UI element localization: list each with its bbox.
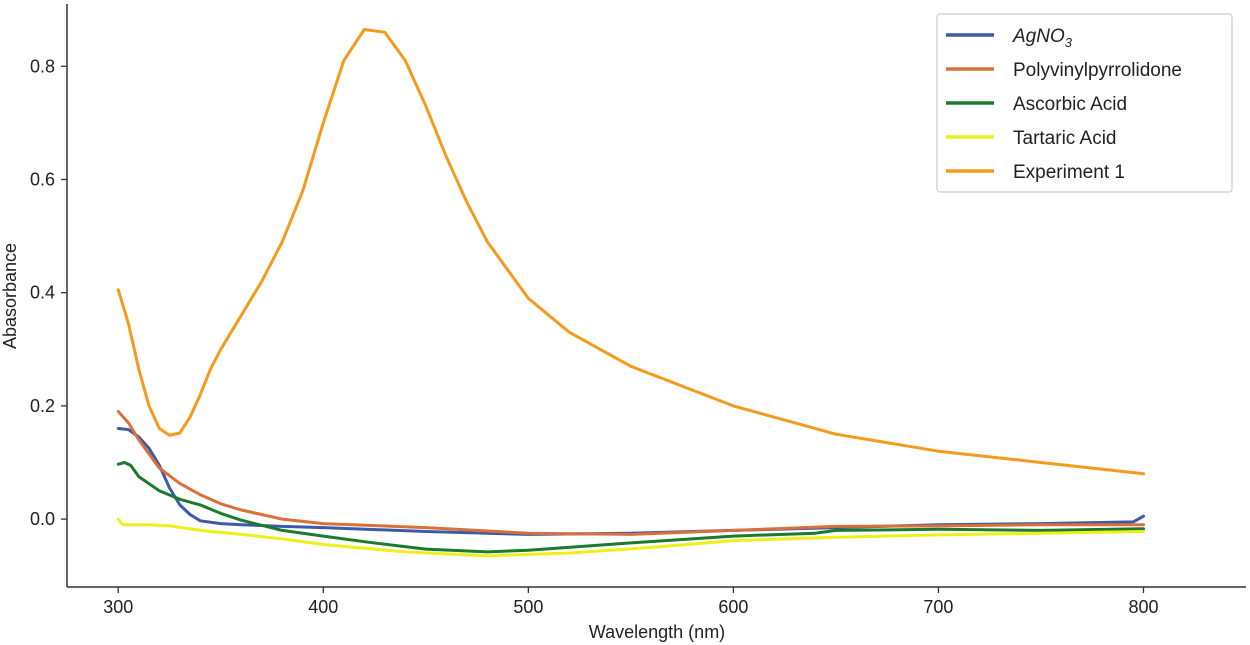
legend-label-main: AgNO	[1012, 26, 1065, 47]
series-line-4	[116, 28, 1145, 476]
series-line-3	[116, 517, 1145, 558]
x-tick-label: 600	[718, 597, 748, 617]
y-tick-label: 0.2	[30, 396, 55, 416]
x-axis-title: Wavelength (nm)	[589, 622, 725, 642]
plot-area	[116, 28, 1145, 558]
legend-box	[936, 13, 1233, 193]
axes	[66, 4, 1246, 588]
x-tick-label: 800	[1128, 597, 1158, 617]
x-tick-label: 300	[103, 597, 133, 617]
legend-label-1: Polyvinylpyrrolidone	[1013, 60, 1182, 81]
x-tick-label: 700	[923, 597, 953, 617]
legend-label-3: Tartaric Acid	[1013, 128, 1116, 149]
y-tick-label: 0.4	[30, 283, 55, 303]
series-line-2	[116, 461, 1145, 554]
series-line-0	[116, 427, 1145, 536]
y-ticks: 0.0 0.2 0.4 0.6 0.8	[30, 56, 67, 529]
y-axis-title: Abasorbance	[0, 243, 20, 349]
legend-label-4: Experiment 1	[1013, 162, 1125, 183]
x-ticks: 300 400 500 600 700 800	[103, 587, 1159, 617]
series-line-1	[116, 410, 1145, 536]
legend-label-2: Ascorbic Acid	[1013, 94, 1127, 115]
legend-label-subscript: 3	[1065, 35, 1073, 50]
legend-label-0: AgNO3	[1012, 26, 1073, 50]
x-tick-label: 400	[308, 597, 338, 617]
y-tick-label: 0.0	[30, 509, 55, 529]
y-tick-label: 0.6	[30, 169, 55, 189]
x-tick-label: 500	[513, 597, 543, 617]
y-tick-label: 0.8	[30, 56, 55, 76]
legend: AgNO3 Polyvinylpyrrolidone Ascorbic Acid Ta…	[936, 13, 1233, 193]
